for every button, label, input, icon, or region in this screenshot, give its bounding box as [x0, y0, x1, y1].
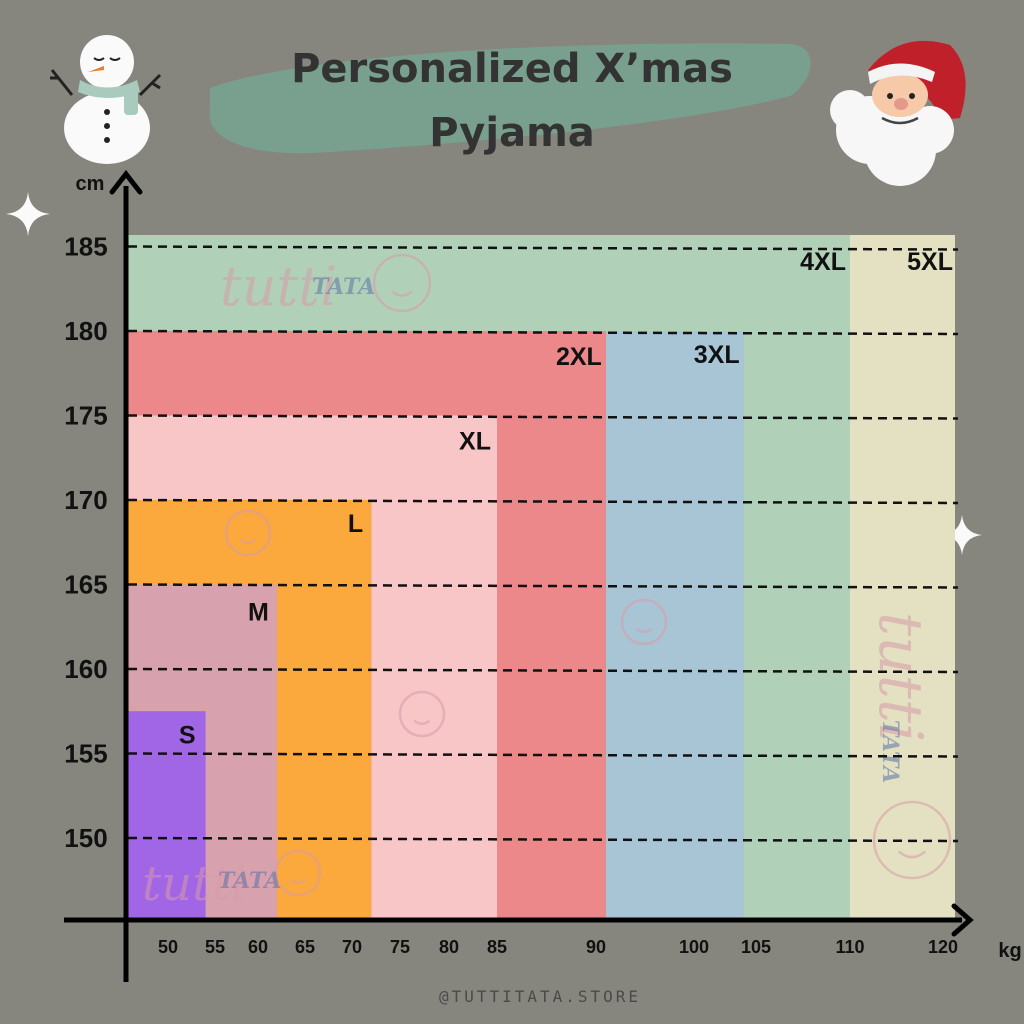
y-axis-arrow-icon: [109, 169, 143, 195]
axes: [64, 169, 974, 982]
logo-smile-icon: [391, 290, 413, 297]
region-s: [128, 711, 206, 918]
gridline-165: [127, 583, 959, 589]
size-label-5xl: 5XL: [907, 248, 953, 276]
watermark-script: tutti: [220, 255, 337, 318]
size-label-l: L: [348, 510, 363, 538]
region-5xl: [850, 235, 955, 918]
y-tick-165: 165: [64, 570, 107, 600]
x-tick-100: 100: [679, 937, 709, 957]
logo-smile-icon: [635, 627, 653, 634]
x-tick-labels: 50 55 60 65 70 75 80 85 90 100 105 110 120: [158, 937, 958, 957]
y-axis-unit: cm: [76, 173, 105, 195]
y-tick-155: 155: [64, 739, 107, 769]
y-tick-180: 180: [64, 316, 107, 346]
logo-face-icon: [372, 253, 432, 313]
logo-smile-icon: [289, 878, 307, 885]
size-label-4xl: 4XL: [800, 248, 846, 276]
region-4xl-strip: [128, 235, 850, 331]
y-tick-160: 160: [64, 654, 107, 684]
x-tick-75: 75: [390, 937, 410, 957]
logo-face-icon: [620, 598, 668, 646]
y-tick-175: 175: [64, 401, 107, 431]
y-tick-labels: 150 155 160 165 170 175 180 185: [64, 232, 107, 854]
gridline-185: [127, 245, 959, 251]
logo-face-icon: [274, 849, 322, 897]
sparkle-icon: [6, 192, 50, 236]
x-tick-85: 85: [487, 937, 507, 957]
logo-smile-icon: [413, 719, 431, 726]
gridline-175: [127, 414, 959, 420]
gridline-160: [127, 667, 959, 674]
region-2xl: [497, 331, 606, 918]
x-tick-50: 50: [158, 937, 178, 957]
size-label-xl: XL: [459, 428, 491, 456]
x-tick-80: 80: [439, 937, 459, 957]
snowman-icon: [50, 35, 162, 164]
region-3xl: [605, 331, 744, 918]
size-label-s: S: [179, 721, 196, 749]
x-tick-120: 120: [928, 937, 958, 957]
watermark-caps-bottom: TATA: [218, 868, 281, 894]
logo-face-icon: [224, 509, 272, 557]
logo-smile-icon: [239, 538, 257, 545]
region-xl-strip: [128, 415, 497, 500]
region-2xl-strip: [128, 331, 606, 416]
size-label-3xl: 3XL: [694, 341, 740, 369]
gridline-170: [127, 498, 959, 505]
y-tick-185: 185: [64, 232, 107, 262]
footer-handle: @TUTTITATA.STORE: [439, 987, 641, 1006]
title-line-1: Personalized X’mas: [291, 46, 733, 92]
logo-face-icon: [398, 690, 446, 738]
size-label-m: M: [248, 599, 269, 627]
size-labels: S M L XL 2XL 3XL 4XL 5XL: [179, 248, 953, 749]
region-m-strip: [128, 584, 277, 712]
y-tick-170: 170: [64, 485, 107, 515]
y-tick-150: 150: [64, 823, 107, 853]
x-axis-arrow-icon: [951, 903, 974, 937]
x-tick-55: 55: [205, 937, 225, 957]
watermark-script-bottom: tutti: [142, 856, 246, 912]
size-label-2xl: 2XL: [556, 343, 602, 371]
gridline-150: [127, 836, 959, 843]
title-line-2: Pyjama: [429, 110, 595, 156]
x-tick-110: 110: [835, 937, 864, 957]
logo-smile-icon: [897, 850, 927, 859]
title-brush: [209, 43, 811, 154]
watermark-script-vertical: tutti: [865, 612, 935, 742]
height-gridlines: [127, 245, 959, 843]
watermark-caps: TATA: [312, 274, 375, 300]
size-regions: [128, 235, 955, 918]
gridline-180: [127, 329, 959, 336]
x-axis-unit: kg: [998, 940, 1021, 962]
x-tick-60: 60: [248, 937, 268, 957]
santa-icon: [830, 40, 966, 186]
logo-face-icon: [872, 800, 952, 880]
region-4xl: [743, 235, 850, 918]
x-tick-65: 65: [295, 937, 315, 957]
gridline-155: [127, 752, 959, 758]
x-tick-70: 70: [342, 937, 362, 957]
sparkle-icon: [942, 515, 982, 555]
watermark-caps-vertical: TATA: [877, 720, 903, 783]
x-tick-105: 105: [741, 937, 771, 957]
x-tick-90: 90: [586, 937, 606, 957]
